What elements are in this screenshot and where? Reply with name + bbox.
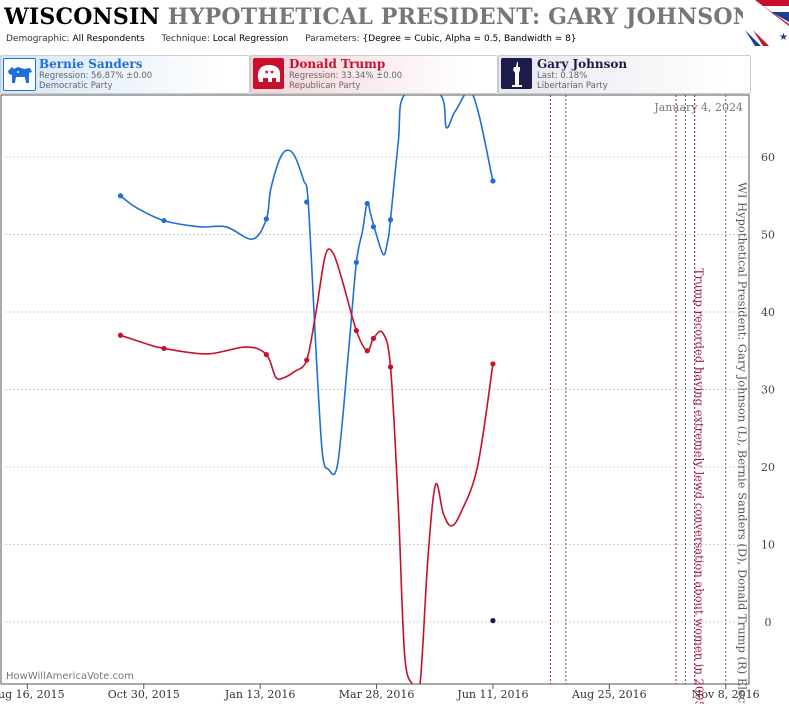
data-point-gary-johnson [490,618,496,624]
data-point-donald-trump [370,335,377,341]
page-title: WISCONSIN HYPOTHETICAL PRESIDENT: GARY JO… [4,4,789,30]
data-point-donald-trump [364,348,370,354]
param-label: Technique: [161,34,210,44]
param-value: All Respondents [72,34,145,44]
statue-of-liberty-icon [501,58,532,89]
data-point-donald-trump [161,345,167,352]
elephant-icon: ★★ [253,58,284,89]
date-label: January 4, 2024 [653,101,743,114]
candidate-name: Donald Trump [289,57,386,71]
x-tick-label: Jun 11, 2016 [456,688,528,701]
data-point-donald-trump [387,364,394,370]
data-point-bernie-sanders [263,216,269,222]
data-point-bernie-sanders [117,193,124,199]
candidate-stat: Regression: 56.87% ±0.00 [39,71,153,81]
candidate-name: Bernie Sanders [39,57,143,71]
parameters-bar: Demographic: All Respondents Technique: … [6,34,591,44]
candidate-party: Republican Party [289,81,361,91]
data-point-donald-trump [263,352,269,358]
x-tick-label: Mar 28, 2016 [339,688,415,701]
x-tick-label: Oct 30, 2015 [108,688,180,701]
y-tick-label: 0 [765,616,772,629]
data-point-bernie-sanders [161,217,167,224]
series-line-bernie-sanders [120,95,494,476]
data-point-bernie-sanders [353,259,359,265]
candidate-card-sanders[interactable]: Bernie Sanders Regression: 56.87% ±0.00 … [0,55,250,94]
x-tick-label: Nov 8, 2016 [692,688,760,701]
param-value: Local Regression [212,34,289,44]
param-value: {Degree = Cubic, Alpha = 0.5, Bandwidth … [362,34,577,44]
plot-area [117,95,496,684]
candidate-card-johnson[interactable]: Gary Johnson Last: 0.18% Libertarian Par… [498,55,751,94]
logo: ★ [743,0,789,48]
series-line-donald-trump [120,248,494,684]
y-tick-label: 30 [761,384,775,397]
data-point-donald-trump [353,328,359,334]
y-tick-label: 60 [761,151,775,164]
y-tick-label: 40 [761,306,775,319]
svg-text:★★: ★★ [264,69,275,76]
data-point-bernie-sanders [387,217,394,223]
candidate-stat: Last: 0.18% [537,71,588,81]
data-point-donald-trump [490,361,496,367]
data-point-bernie-sanders [370,224,377,230]
candidate-party: Democratic Party [39,81,113,91]
param-label: Parameters: [305,34,360,44]
watermark: HowWillAmericaVote.com [6,671,134,682]
title-state: WISCONSIN [4,4,160,30]
param-label: Demographic: [6,34,70,44]
x-tick-label: Aug 16, 2015 [0,688,65,701]
x-tick-label: Aug 25, 2016 [571,688,647,701]
y-tick-label: 10 [761,539,775,552]
flag-logo-icon: ★ [745,0,789,46]
donkey-icon [3,58,36,91]
svg-text:★: ★ [779,32,788,43]
event-label: WI Hypothetical President: Gary Johnson … [736,182,750,704]
x-tick-label: Jan 13, 2016 [224,688,296,701]
y-tick-label: 50 [761,229,775,242]
event-label: Trump recorded having extremely lewd con… [692,268,706,704]
data-point-donald-trump [304,357,310,363]
y-tick-label: 20 [761,461,775,474]
title-text: HYPOTHETICAL PRESIDENT: GARY JOHNSON (L)… [167,4,789,30]
data-point-bernie-sanders [490,178,496,184]
data-point-bernie-sanders [304,199,310,205]
candidate-party: Libertarian Party [537,81,608,91]
data-point-bernie-sanders [364,200,370,207]
candidate-stat: Regression: 33.34% ±0.00 [289,71,403,81]
candidate-name: Gary Johnson [537,57,628,71]
data-point-donald-trump [117,332,124,338]
candidate-card-trump[interactable]: ★★ Donald Trump Regression: 33.34% ±0.00… [250,55,498,94]
